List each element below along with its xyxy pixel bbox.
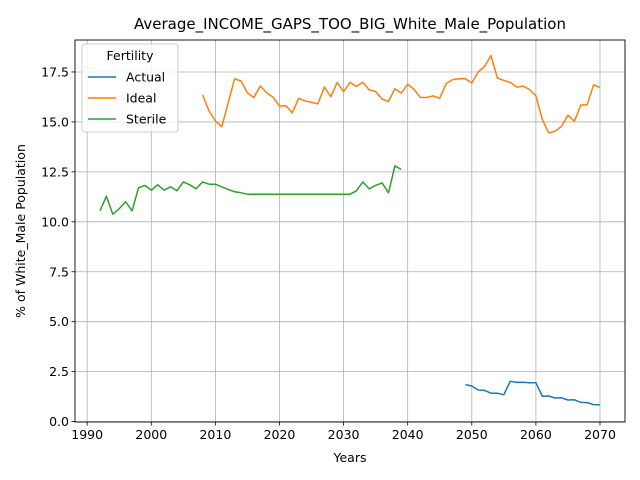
legend-label-actual: Actual: [126, 70, 165, 85]
y-tick-label: 5.0: [49, 314, 69, 329]
y-tick-label: 12.5: [41, 164, 69, 179]
x-tick-label: 2050: [456, 427, 488, 442]
x-axis: 1990 2000 2010 2020 2030 2040 2050 2060 2070: [71, 422, 616, 442]
legend: Fertility Actual Ideal Sterile: [81, 43, 179, 133]
y-tick-label: 0.0: [49, 414, 69, 429]
legend-title: Fertility: [107, 48, 155, 63]
series-lines: [99, 54, 601, 406]
x-tick-label: 2070: [584, 427, 616, 442]
y-tick-label: 10.0: [41, 214, 69, 229]
y-tick-label: 15.0: [41, 114, 69, 129]
y-axis-label: % of White_Male Population: [13, 144, 28, 318]
x-tick-label: 2030: [328, 427, 360, 442]
y-tick-label: 2.5: [49, 364, 69, 379]
x-tick-label: 2060: [520, 427, 552, 442]
plot-frame: [74, 39, 626, 423]
series-line-sterile: [99, 165, 402, 215]
chart-title: Average_INCOME_GAPS_TOO_BIG_White_Male_P…: [134, 15, 566, 34]
x-tick-label: 2040: [392, 427, 424, 442]
y-axis: 0.0 2.5 5.0 7.5 10.0 12.5 15.0 17.5: [41, 64, 75, 429]
x-tick-label: 2000: [135, 427, 167, 442]
x-axis-label: Years: [333, 450, 367, 465]
y-tick-label: 7.5: [49, 264, 69, 279]
legend-label-ideal: Ideal: [126, 91, 156, 106]
legend-box: [81, 43, 179, 133]
x-tick-label: 2020: [264, 427, 296, 442]
y-tick-label: 17.5: [41, 64, 69, 79]
legend-label-sterile: Sterile: [126, 112, 167, 127]
legend-items: Actual Ideal Sterile: [88, 70, 167, 127]
series-line-actual: [465, 380, 601, 406]
x-tick-label: 2010: [199, 427, 231, 442]
series-line-ideal: [201, 54, 601, 134]
x-tick-label: 1990: [71, 427, 103, 442]
